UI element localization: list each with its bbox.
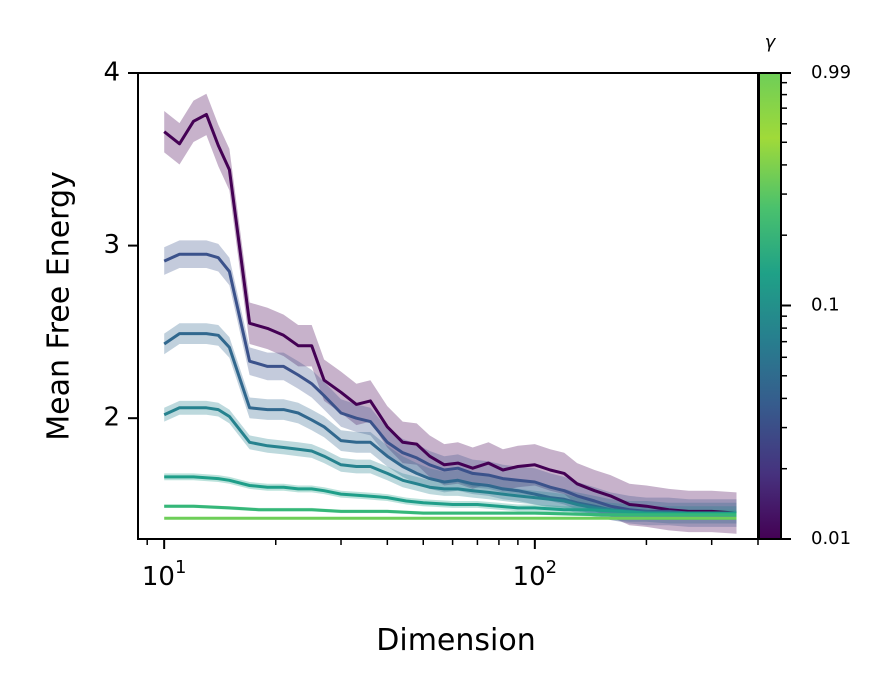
y-tick-label: 4: [103, 58, 120, 88]
x-axis: 101 102: [142, 539, 759, 592]
colorbar-label: γ: [765, 32, 777, 53]
x-axis-label: Dimension: [376, 623, 535, 658]
colorbar-tick-label: 0.99: [811, 62, 851, 83]
y-tick-label: 2: [103, 403, 120, 433]
y-tick-label: 3: [103, 230, 120, 260]
colorbar-tick-label: 0.01: [811, 528, 851, 549]
confidence-band-3: [164, 323, 737, 524]
confidence-band-1: [164, 93, 737, 534]
colorbar-ticks: 0.01 0.1 0.99: [781, 62, 851, 549]
series-lines: [163, 112, 737, 520]
x-tick-label: 102: [513, 557, 558, 592]
colorbar: 0.01 0.1 0.99 γ: [758, 32, 851, 549]
x-tick-label: 101: [142, 557, 187, 592]
series-line-6: [164, 504, 737, 517]
series-line-5: [164, 475, 737, 515]
series-line-2: [163, 252, 737, 515]
y-axis: 2 3 4: [103, 58, 138, 433]
series-line-1: [163, 112, 737, 515]
colorbar-tick-label: 0.1: [811, 294, 840, 315]
colorbar-gradient: [758, 72, 782, 540]
y-axis-label: Mean Free Energy: [42, 171, 77, 441]
